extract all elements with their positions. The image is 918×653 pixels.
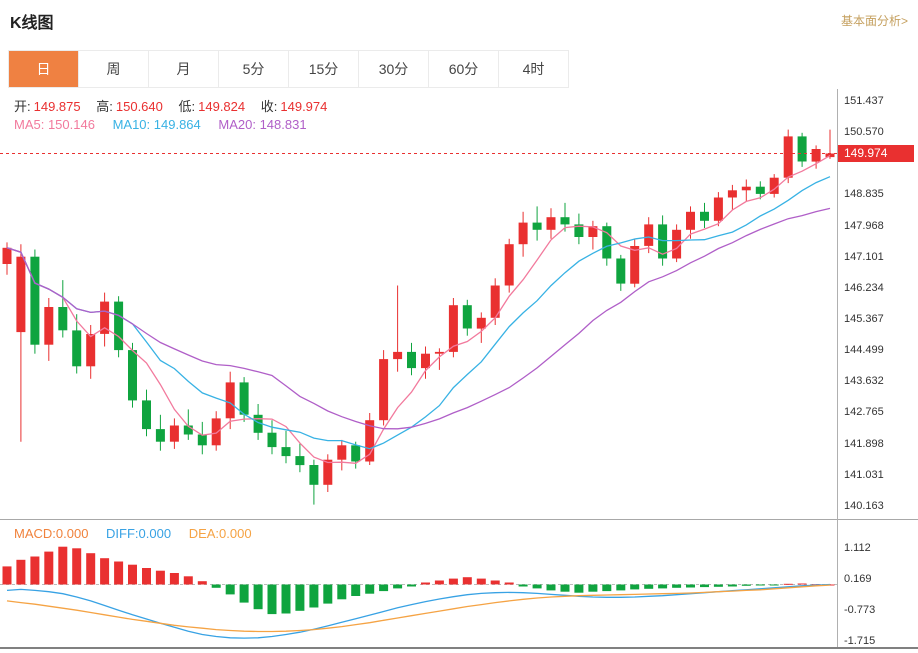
price-axis-label: 151.437 [844,94,884,107]
tab-day[interactable]: 日 [9,51,79,87]
macd-chart[interactable] [0,520,837,647]
macd-axis-label: -1.715 [844,634,876,647]
price-axis-label: 147.968 [844,219,884,232]
page-header: K线图 基本面分析> [0,0,918,46]
macd-axis-label: 0.169 [844,572,872,585]
diff-value: DIFF:0.000 [106,526,172,541]
price-axis-label: 148.835 [844,188,884,201]
macd-axis-label: -0.773 [844,603,876,616]
price-axis-label: 142.765 [844,406,884,419]
price-axis-label: 145.367 [844,312,884,325]
ohlc-legend: 开: 149.875 高: 150.640 低: 149.824 收: 149.974 [14,96,339,115]
tab-month[interactable]: 月 [149,51,219,87]
tab-60min[interactable]: 60分 [429,51,499,87]
ma10-value: MA10: 149.864 [112,117,201,132]
tab-15min[interactable]: 15分 [289,51,359,87]
macd-value: MACD:0.000 [14,526,89,541]
macd-legend: MACD:0.000 DIFF:0.000 DEA:0.000 [14,526,252,541]
tab-4hour[interactable]: 4时 [499,51,569,87]
high-value: 150.640 [115,99,163,114]
high-label: 高: [96,99,113,114]
close-label: 收: [260,99,278,114]
ma-legend: MA5: 150.146 MA10: 149.864 MA20: 148.831 [14,117,307,132]
price-axis-label: 146.234 [844,281,884,294]
low-label: 低: [178,99,196,114]
current-price-tag: 149.974 [838,144,914,162]
timeframe-tabs: 日 周 月 5分 15分 30分 60分 4时 [8,50,569,88]
chart-area: 开: 149.875 高: 150.640 低: 149.824 收: 149.974 … [0,89,918,649]
open-value: 149.875 [33,99,81,114]
price-axis-label: 141.898 [844,437,884,450]
price-axis-label: 147.101 [844,250,884,263]
tab-30min[interactable]: 30分 [359,51,429,87]
page-title: K线图 [10,15,54,32]
macd-axis-label: 1.112 [844,541,871,554]
ma5-value: MA5: 150.146 [14,117,95,132]
ma20-value: MA20: 148.831 [218,117,307,132]
candlestick-chart[interactable] [0,89,837,520]
tab-5min[interactable]: 5分 [219,51,289,87]
price-axis-label: 144.499 [844,344,884,357]
tab-week[interactable]: 周 [79,51,149,87]
open-label: 开: [14,99,31,114]
price-axis-label: 143.632 [844,375,884,388]
price-axis-label: 140.163 [844,499,884,512]
low-value: 149.824 [198,99,246,114]
price-axis: 149.974 151.437 150.570 148.835 147.968 147.… [837,89,918,647]
panel-divider [0,519,918,520]
close-value: 149.974 [280,99,328,114]
bottom-border [0,647,918,649]
price-axis-label: 141.031 [844,468,884,481]
dea-value: DEA:0.000 [188,526,252,541]
price-axis-label: 150.570 [844,126,884,139]
fundamental-analysis-link[interactable]: 基本面分析> [840,14,908,28]
